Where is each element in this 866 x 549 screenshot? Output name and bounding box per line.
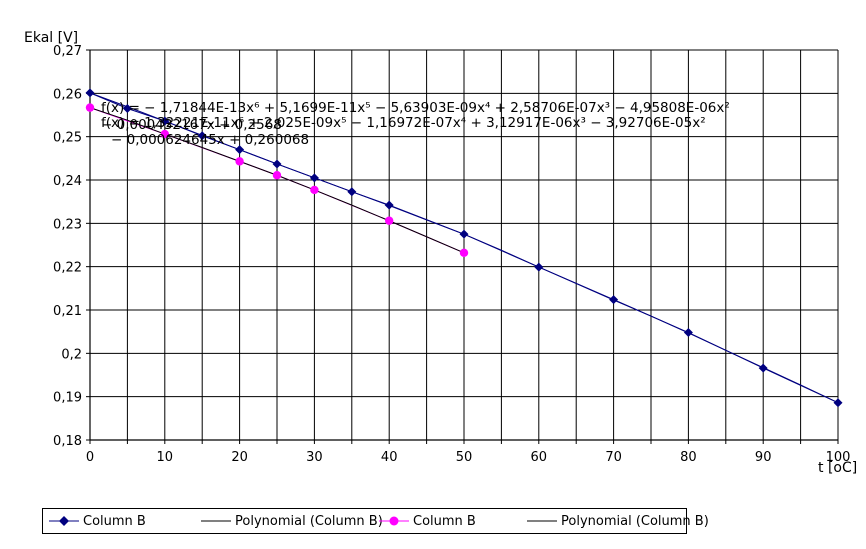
chart-axes [86,49,839,444]
data-point-diamond [459,229,469,239]
data-point-diamond [122,104,132,113]
equation-1-line-1: f(x) = − 1,71844E-13x⁶ + 5,1699E-11x⁵ − … [101,100,730,116]
y-tick-label: 0,19 [53,391,82,406]
data-point-diamond [384,200,394,210]
data-point-circle [310,185,319,195]
x-tick-label: 60 [531,450,548,465]
data-point-diamond [272,159,282,169]
y-tick-label: 0,18 [53,434,82,449]
equation-2-line-2: − 0,000432167x + 0,2568 [101,117,282,133]
data-point-diamond [197,131,207,141]
data-point-diamond [833,398,843,408]
legend-label: Polynomial (Column B) [561,513,709,529]
y-tick-label: 0,27 [53,44,82,59]
legend-label: Column B [413,513,476,529]
data-point-diamond [309,173,319,183]
y-tick-label: 0,21 [53,304,82,319]
data-point-diamond [534,262,544,272]
data-point-diamond [683,328,693,338]
data-point-diamond [347,187,357,197]
legend-line-icon [201,520,231,522]
x-tick-label: 20 [231,450,248,465]
trendline-equations: f(x) = − 1,71844E-13x⁶ + 5,1699E-11x⁵ − … [101,100,730,148]
data-point-diamond [160,116,170,126]
x-tick-label: 40 [381,450,398,465]
data-point-circle [385,216,394,225]
data-point-circle [459,248,469,257]
data-point-diamond [609,295,619,305]
x-axis-title: t [oC] [818,460,857,476]
legend-label: Column B [83,513,146,529]
legend-item-polynomial-1: Polynomial (Column B) [201,509,383,533]
y-tick-label: 0,26 [53,87,82,102]
y-tick-label: 0,2 [61,347,82,362]
legend-item-column-b-1: Column B [49,509,146,533]
y-tick-label: 0,22 [53,261,82,276]
chart-tick-labels: 0 10 20 30 40 50 60 70 80 90 100 0,18 0,19 0,2 0,21 0,2… [53,44,850,465]
data-point-diamond [758,363,768,373]
data-point-circle [85,103,95,112]
data-point-diamond [85,88,95,98]
legend-item-column-b-2: Column B [379,509,476,533]
y-axis-title: Ekal [V] [24,30,78,46]
x-tick-label: 80 [680,450,697,465]
data-point-circle [160,129,169,139]
y-tick-label: 0,25 [53,131,82,146]
x-tick-label: 10 [157,450,174,465]
equation-2-line-1: f(x) = 1,32221E-11x⁶ + 2,025E-09x⁵ − 1,1… [101,115,706,131]
x-tick-label: 70 [605,450,622,465]
x-tick-label: 100 [826,450,851,465]
x-tick-label: 30 [306,450,323,465]
data-point-circle [235,157,244,166]
data-point-diamond [235,145,245,155]
legend-line-icon [527,520,557,522]
legend-circle-icon [379,516,409,526]
legend-label: Polynomial (Column B) [235,513,383,529]
chart-legend: Column B Polynomial (Column B) Column B … [42,508,709,534]
y-tick-label: 0,24 [53,174,82,189]
data-point-circle [272,171,282,180]
legend-diamond-icon [49,516,79,526]
x-tick-label: 0 [86,450,94,465]
chart-markers [85,88,843,408]
equation-1-line-2: − 0,000624645x + 0,260068 [111,132,309,148]
x-tick-label: 50 [456,450,473,465]
y-tick-label: 0,23 [53,217,82,232]
x-tick-label: 90 [755,450,772,465]
legend-item-polynomial-2: Polynomial (Column B) [527,509,709,533]
